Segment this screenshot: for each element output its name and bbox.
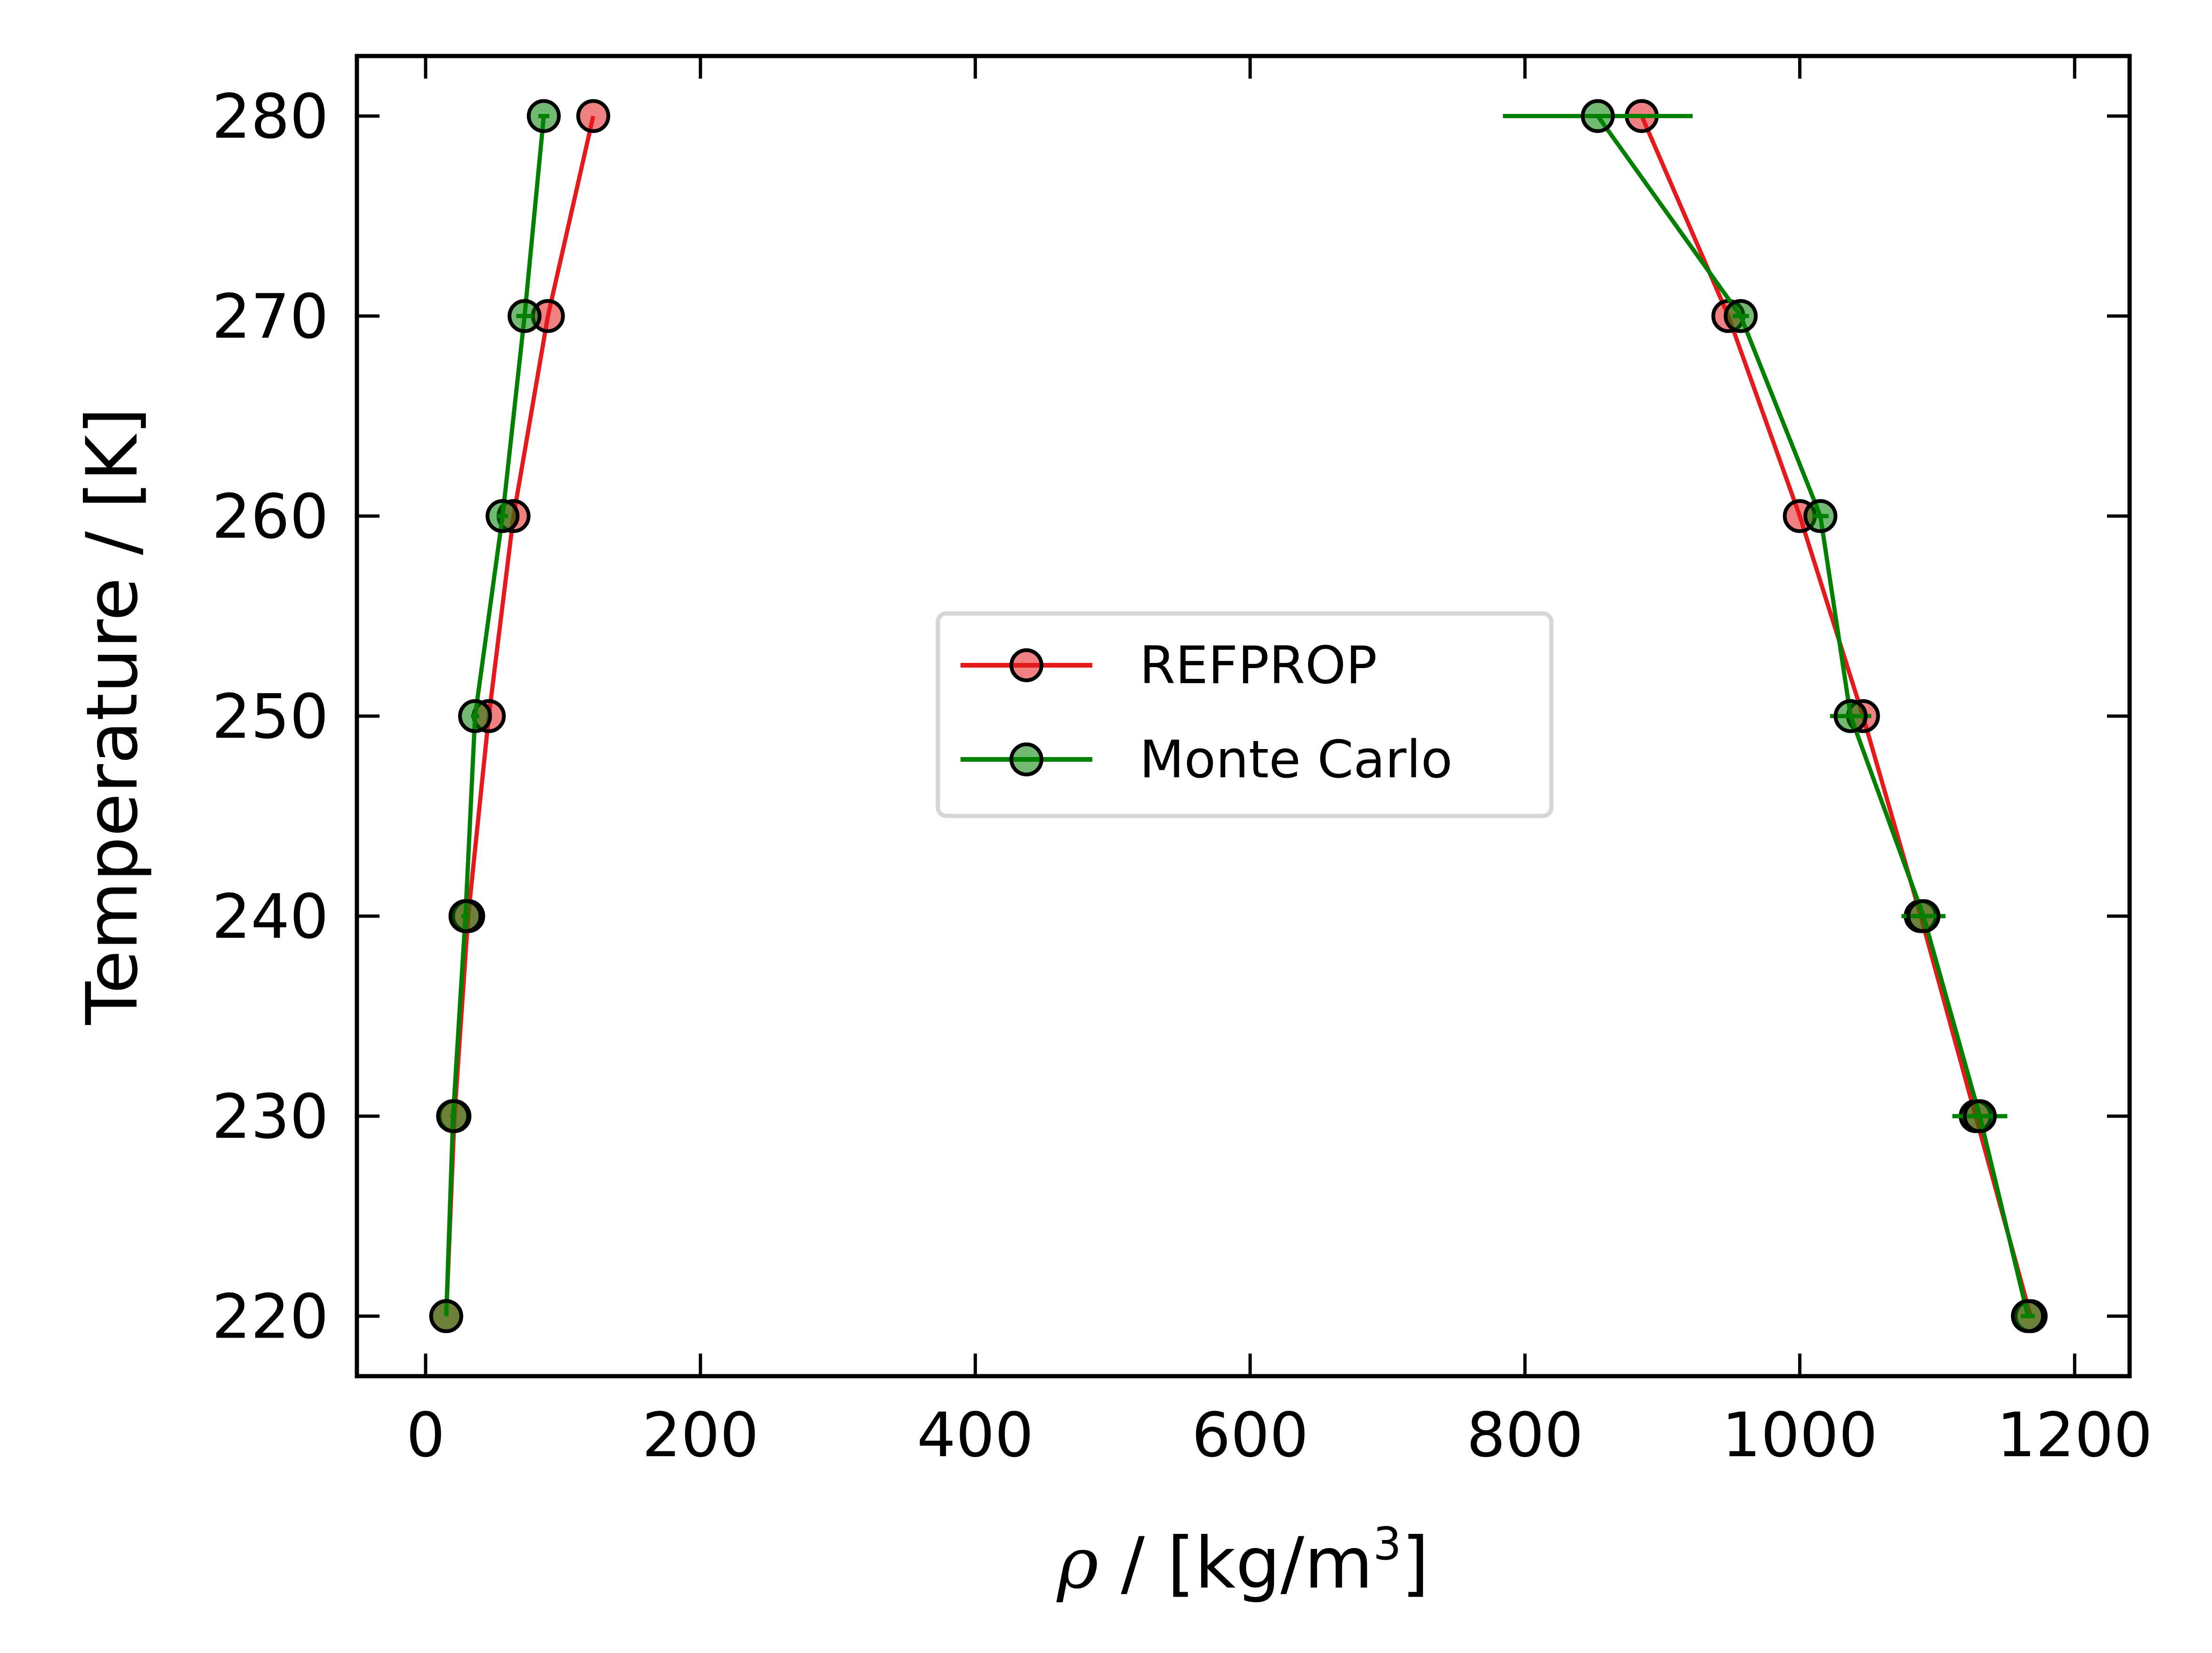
x-axis-unit: / [kg/m	[1098, 1523, 1373, 1605]
x-tick-label: 800	[1467, 1399, 1583, 1471]
x-axis-unit-close: ]	[1402, 1523, 1429, 1605]
legend-label-refprop: REFPROP	[1139, 635, 1377, 695]
y-tick-label: 260	[212, 481, 329, 552]
monte-carlo-vapor-point	[436, 1099, 470, 1133]
x-axis-unit-exponent: 3	[1373, 1518, 1401, 1570]
x-tick-label: 400	[917, 1399, 1033, 1471]
y-tick-label: 230	[212, 1081, 329, 1153]
monte-carlo-liquid-point	[1962, 1099, 1997, 1133]
monte-carlo-liquid-point	[1906, 899, 1941, 933]
plot-frame	[355, 54, 2132, 1379]
x-tick-label: 600	[1192, 1399, 1308, 1471]
x-tick-label: 0	[406, 1399, 445, 1471]
monte-carlo-vapor-point	[485, 499, 520, 533]
monte-carlo-liquid-point	[2011, 1299, 2045, 1333]
y-tick-label: 270	[212, 281, 329, 352]
monte-carlo-vapor-point	[429, 1299, 463, 1333]
x-axis-symbol: ρ	[1056, 1523, 1098, 1605]
monte-carlo-vapor-point	[526, 99, 561, 133]
y-tick-label: 240	[212, 881, 329, 952]
monte-carlo-liquid-point	[1581, 99, 1615, 133]
y-tick-label: 220	[212, 1281, 329, 1353]
x-tick-label: 1000	[1722, 1399, 1878, 1471]
legend-label-monte-carlo: Monte Carlo	[1139, 729, 1453, 790]
legend-marker-refprop	[1009, 648, 1043, 682]
monte-carlo-liquid-point	[1724, 299, 1758, 333]
monte-carlo-liquid-line	[1596, 114, 2030, 1317]
y-axis-title: Temperature / [K]	[72, 407, 153, 1025]
y-tick-label: 280	[212, 81, 329, 152]
monte-carlo-vapor-point	[508, 299, 542, 333]
series-layer	[429, 99, 2048, 1333]
monte-carlo-vapor-point	[458, 699, 492, 733]
monte-carlo-liquid-point	[1803, 499, 1838, 533]
monte-carlo-liquid-point	[1833, 699, 1868, 733]
tick-labels: 0 200 400 600 800 1000 1200 220 230 240 250 260 270 2…	[212, 81, 2153, 1471]
x-tick-label: 200	[642, 1399, 759, 1471]
x-axis-title: ρ / [kg/m3]	[1056, 1518, 1429, 1605]
legend-marker-monte-carlo	[1009, 742, 1043, 776]
monte-carlo-vapor-point	[448, 899, 483, 933]
y-tick-label: 250	[212, 681, 329, 752]
refprop-vapor-point	[576, 99, 610, 133]
legend: REFPROP Monte Carlo	[936, 611, 1554, 818]
ticks	[357, 56, 2130, 1376]
x-tick-label: 1200	[1997, 1399, 2153, 1471]
